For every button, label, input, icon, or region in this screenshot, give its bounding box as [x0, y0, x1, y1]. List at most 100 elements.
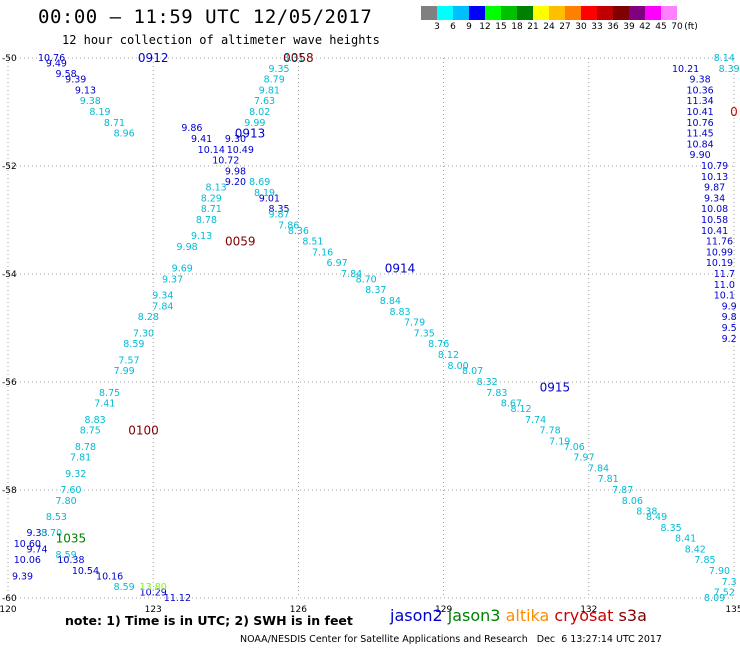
jason2-swh-point: 10.1 — [714, 291, 735, 302]
s3a-swh-point: 8.76 — [428, 339, 449, 350]
colorbar-swatch — [629, 6, 645, 20]
colorbar-swatch — [661, 6, 677, 20]
colorbar-swatch — [565, 6, 581, 20]
colorbar-label: 18 — [511, 22, 523, 32]
jason3-swh-point: 13.80 — [140, 582, 167, 593]
s3a-swh-point: 8.38 — [636, 507, 657, 518]
jason2-swh-point: 9.58 — [56, 69, 77, 80]
jason2-swh-point: 9.41 — [191, 134, 212, 145]
s3a-swh-point: 8.32 — [477, 377, 498, 388]
jason2-swh-point: 9.8 — [722, 312, 737, 323]
jason2-swh-point: 9.49 — [46, 58, 67, 69]
s3a-swh-point: 7.79 — [404, 318, 425, 329]
s3a-swh-point: 8.67 — [501, 399, 522, 410]
x-tick-label: 120 — [0, 605, 17, 615]
jason2-swh-point: 10.14 — [198, 145, 225, 156]
time-label: 0914 — [385, 262, 416, 276]
jason2-swh-point: 10.76 — [687, 118, 714, 129]
colorbar-label: 21 — [527, 22, 539, 32]
colorbar-label: 30 — [575, 22, 587, 32]
s3a-swh-point: 8.28 — [138, 312, 159, 323]
jason2-swh-point: 11.12 — [164, 593, 191, 604]
jason2-swh-point: 9.90 — [690, 150, 711, 161]
legend-jason2: jason2 — [390, 606, 448, 625]
colorbar-swatch — [549, 6, 565, 20]
s3a-swh-point: 7.97 — [573, 453, 594, 464]
jason2-swh-point: 9.87 — [704, 183, 725, 194]
s3a-swh-point: 6.97 — [327, 258, 348, 269]
s3a-swh-point: 8.59 — [56, 550, 77, 561]
s3a-swh-point: 8.41 — [675, 534, 696, 545]
jason2-swh-point: 9.13 — [75, 85, 96, 96]
y-tick-label: -58 — [2, 486, 17, 496]
jason2-swh-point: 11.45 — [687, 129, 714, 140]
s3a-swh-point: 8.19 — [89, 107, 110, 118]
s3a-swh-point: 7.87 — [612, 485, 633, 496]
s3a-swh-point: 8.71 — [104, 118, 125, 129]
jason2-swh-point: 10.06 — [14, 555, 41, 566]
colorbar-swatch — [517, 6, 533, 20]
s3a-swh-point: 8.59 — [114, 582, 135, 593]
s3a-swh-point: 8.49 — [646, 512, 667, 523]
colorbar-swatch — [597, 6, 613, 20]
jason2-swh-point: 10.72 — [212, 156, 239, 167]
s3a-swh-point: 8.13 — [206, 183, 227, 194]
colorbar-label: 45 — [655, 22, 667, 32]
jason2-swh-point: 9.5 — [722, 323, 737, 334]
s3a-swh-point: 8.75 — [80, 426, 101, 437]
jason2-swh-point: 11.0 — [714, 280, 735, 291]
s3a-swh-point: 9.38 — [80, 96, 101, 107]
jason2-swh-point: 10.08 — [701, 204, 728, 215]
s3a-swh-point: 7.81 — [70, 453, 91, 464]
s3a-swh-point: 9.32 — [65, 469, 86, 480]
x-tick-label: 129 — [435, 605, 452, 615]
colorbar-label: 39 — [623, 22, 635, 32]
s3a-swh-point: 7.84 — [588, 463, 609, 474]
jason2-swh-point: 10.19 — [706, 258, 733, 269]
jason2-swh-point: 9.34 — [704, 193, 725, 204]
jason2-swh-point: 10.38 — [57, 555, 84, 566]
jason2-swh-point: 8.35 — [268, 204, 289, 215]
legend-altika: altika — [505, 606, 555, 625]
s3a-swh-point: 7.63 — [254, 96, 275, 107]
s3a-swh-point: 7.78 — [540, 426, 561, 437]
colorbar-swatch — [469, 6, 485, 20]
jason2-swh-point: 10.29 — [140, 588, 167, 599]
colorbar-label: 3 — [434, 22, 440, 32]
jason2-swh-point: 9.98 — [225, 166, 246, 177]
s3a-swh-point: 7.80 — [56, 496, 77, 507]
s3a-swh-point: 7.60 — [60, 485, 81, 496]
y-tick-label: -56 — [2, 378, 17, 388]
x-tick-label: 135 — [725, 605, 740, 615]
x-tick-label: 123 — [145, 605, 162, 615]
s3a-swh-point: 8.75 — [99, 388, 120, 399]
s3a-swh-point: 7.99 — [114, 366, 135, 377]
s3a-swh-point: 8.02 — [249, 107, 270, 118]
jason2-swh-point: 10.36 — [687, 85, 714, 96]
colorbar-swatch — [581, 6, 597, 20]
jason2-swh-point: 10.49 — [227, 145, 254, 156]
colorbar-swatch — [533, 6, 549, 20]
colorbar — [421, 6, 677, 20]
s3a-swh-point: 8.42 — [685, 544, 706, 555]
colorbar-label: 9 — [466, 22, 472, 32]
jason2-swh-point: 10.76 — [38, 53, 65, 64]
colorbar-label: 33 — [591, 22, 603, 32]
jason2-swh-point: 9.39 — [12, 571, 33, 582]
s3a-swh-point: 8.31 — [283, 53, 304, 64]
colorbar-unit: (ft) — [684, 22, 698, 32]
s3a-swh-point: 9.35 — [268, 64, 289, 75]
s3a-swh-point: 8.12 — [510, 404, 531, 415]
s3a-swh-point: 7.84 — [152, 301, 173, 312]
jason2-swh-point: 10.79 — [701, 161, 728, 172]
s3a-swh-point: 7.52 — [714, 588, 735, 599]
s3a-swh-point: 8.83 — [85, 415, 106, 426]
colorbar-label: 36 — [607, 22, 619, 32]
time-label: 0059 — [225, 235, 256, 249]
colorbar-swatch — [645, 6, 661, 20]
s3a-swh-point: 9.37 — [162, 274, 183, 285]
s3a-swh-point: 9.81 — [259, 85, 280, 96]
jason2-swh-point: 9.39 — [65, 75, 86, 86]
jason2-swh-point: 10.58 — [701, 215, 728, 226]
s3a-swh-point: 8.35 — [661, 523, 682, 534]
